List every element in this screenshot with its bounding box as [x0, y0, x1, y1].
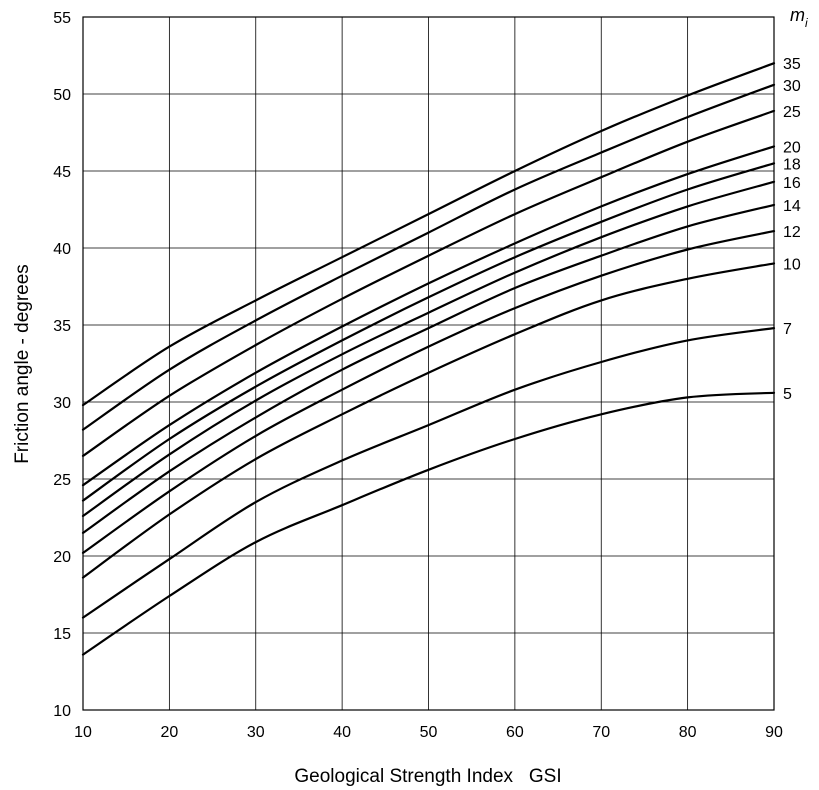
series-line-mi-10 — [81, 262, 776, 579]
series-label-mi-14: 14 — [783, 198, 801, 215]
x-tick-labels: 10 20 30 40 50 60 70 80 90 — [74, 724, 783, 741]
y-tick-label-0: 10 — [53, 703, 71, 720]
x-tick-label-0: 10 — [74, 724, 92, 741]
series-line-mi-12 — [81, 230, 776, 554]
plot-frame — [82, 16, 775, 711]
x-tick-label-4: 50 — [420, 724, 438, 741]
series-line-mi-5 — [81, 391, 776, 656]
x-axis-title: Geological Strength Index GSI — [294, 766, 561, 787]
series-lines — [81, 62, 776, 656]
y-tick-label-4: 30 — [53, 395, 71, 412]
series-label-mi-25: 25 — [783, 104, 801, 121]
y-tick-label-7: 45 — [53, 164, 71, 181]
grid — [83, 17, 774, 710]
y-tick-label-3: 25 — [53, 472, 71, 489]
series-label-mi-18: 18 — [783, 156, 801, 173]
x-tick-label-6: 70 — [592, 724, 610, 741]
series-line-mi-20 — [81, 145, 776, 487]
y-tick-labels: 10 15 20 25 30 35 40 45 50 55 — [53, 10, 71, 720]
series-label-mi-16: 16 — [783, 175, 801, 192]
x-tick-label-1: 20 — [160, 724, 178, 741]
x-tick-label-3: 40 — [333, 724, 351, 741]
series-label-mi-30: 30 — [783, 78, 801, 95]
series-label-mi-35: 35 — [783, 56, 801, 73]
x-tick-label-2: 30 — [247, 724, 265, 741]
y-tick-label-5: 35 — [53, 318, 71, 335]
legend-title-subscript: i — [805, 16, 808, 30]
series-line-mi-14 — [81, 203, 776, 534]
y-tick-label-8: 50 — [53, 87, 71, 104]
series-label-mi-7: 7 — [783, 321, 792, 338]
x-tick-label-5: 60 — [506, 724, 524, 741]
series-line-mi-30 — [81, 83, 776, 431]
x-tick-label-8: 90 — [765, 724, 783, 741]
legend-title-base: m — [790, 5, 805, 25]
series-label-mi-5: 5 — [783, 386, 792, 403]
y-tick-label-6: 40 — [53, 241, 71, 258]
series-line-mi-16 — [81, 180, 776, 518]
series-label-mi-10: 10 — [783, 256, 801, 273]
series-line-mi-7 — [81, 327, 776, 619]
series-line-mi-35 — [81, 62, 776, 407]
y-axis-title: Friction angle - degrees — [12, 264, 33, 464]
legend-title: mi — [790, 5, 808, 30]
y-tick-label-2: 20 — [53, 549, 71, 566]
series-label-mi-12: 12 — [783, 224, 801, 241]
series-label-mi-20: 20 — [783, 139, 801, 156]
y-tick-label-1: 15 — [53, 626, 71, 643]
series-line-mi-25 — [81, 109, 776, 457]
x-tick-label-7: 80 — [679, 724, 697, 741]
series-line-mi-18 — [81, 162, 776, 502]
y-tick-label-9: 55 — [53, 10, 71, 27]
